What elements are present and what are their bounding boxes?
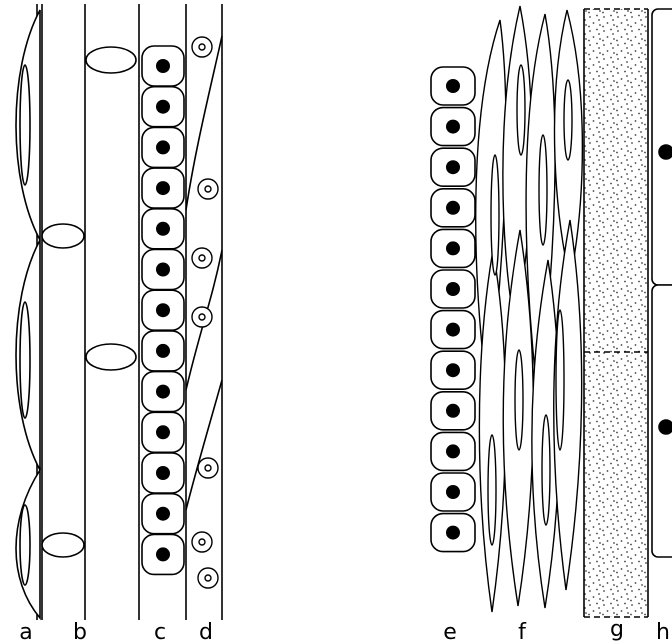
- cuboidal-cell-nucleus: [446, 403, 460, 418]
- spindle-nucleus: [541, 414, 551, 526]
- cuboidal-cell-nucleus: [156, 384, 170, 399]
- cuboidal-cell-nucleus: [156, 466, 170, 480]
- cuboidal-cell-nucleus: [446, 79, 460, 93]
- spindle-nucleus: [19, 504, 31, 586]
- oval-nucleus: [41, 223, 85, 249]
- column-d-fibres: [185, 35, 223, 511]
- ring-nucleus-core: [204, 464, 212, 472]
- cuboidal-cell-nucleus: [156, 547, 170, 562]
- column-c-cuboidal-cells: [141, 45, 185, 576]
- label-c: c: [154, 620, 166, 644]
- column-d-ring-nuclei: [191, 36, 219, 589]
- wavy-fibre: [185, 379, 223, 511]
- column-g-matrix-band: [583, 8, 649, 618]
- stippled-matrix: [584, 9, 648, 617]
- column-labels: a b c d e f g h: [19, 617, 670, 644]
- ring-nucleus-core: [198, 254, 206, 262]
- cuboidal-cell-nucleus: [446, 322, 460, 337]
- cuboidal-cell-nucleus: [156, 99, 170, 114]
- cuboidal-cell-nucleus: [156, 262, 170, 277]
- cuboidal-cell-nucleus: [446, 282, 460, 296]
- spindle-nucleus: [19, 301, 31, 419]
- spindle-nucleus: [563, 79, 573, 161]
- column-a-spindle-cells: [15, 9, 41, 621]
- ring-nucleus-core: [198, 43, 206, 51]
- cuboidal-cell-nucleus: [446, 119, 460, 134]
- label-a: a: [19, 620, 32, 644]
- oval-nucleus: [85, 343, 137, 371]
- cuboidal-cell-nucleus: [156, 221, 170, 236]
- spindle-nucleus: [514, 349, 524, 451]
- cuboidal-cell-nucleus: [156, 506, 170, 521]
- cuboidal-cell-nucleus: [156, 425, 170, 440]
- cuboidal-cell-nucleus: [446, 363, 460, 378]
- cuboidal-cell-nucleus: [446, 160, 460, 175]
- spindle-nucleus: [490, 154, 500, 276]
- cuboidal-cell-nucleus: [446, 200, 460, 215]
- spindle-nucleus: [538, 134, 548, 246]
- ring-nucleus-core: [204, 185, 212, 193]
- cuboidal-cell-nucleus: [156, 303, 170, 318]
- large-cell-nucleus: [658, 419, 672, 435]
- cuboidal-cell-nucleus: [446, 444, 460, 459]
- column-f-spindle-cells: [475, 5, 584, 613]
- column-h-large-cells: [651, 8, 672, 558]
- oval-nucleus: [85, 46, 137, 74]
- ring-nucleus-core: [204, 574, 212, 582]
- label-d: d: [199, 620, 213, 644]
- label-f: f: [518, 620, 527, 644]
- cuboidal-cell-nucleus: [446, 485, 460, 499]
- cuboidal-cell-nucleus: [446, 525, 460, 540]
- cuboidal-cell-nucleus: [156, 181, 170, 196]
- wavy-fibre: [185, 35, 223, 211]
- cuboidal-cell-nucleus: [446, 241, 460, 256]
- cuboidal-cell-nucleus: [156, 59, 170, 73]
- ring-nucleus-core: [198, 538, 206, 546]
- large-cell-nucleus: [658, 144, 672, 160]
- ring-nucleus-core: [198, 313, 206, 321]
- spindle-nucleus: [516, 64, 526, 156]
- column-e-cuboidal-cells: [430, 66, 476, 553]
- label-g: g: [610, 617, 624, 642]
- cuboidal-cell-nucleus: [156, 140, 170, 155]
- label-b: b: [73, 620, 87, 644]
- column-b-oval-nuclei: [41, 46, 137, 558]
- label-e: e: [443, 620, 457, 644]
- spindle-nucleus: [19, 64, 31, 186]
- label-h: h: [656, 620, 670, 644]
- spindle-nucleus: [555, 309, 565, 451]
- oval-nucleus: [41, 532, 85, 558]
- spindle-nucleus: [487, 434, 497, 546]
- cuboidal-cell-nucleus: [156, 343, 170, 358]
